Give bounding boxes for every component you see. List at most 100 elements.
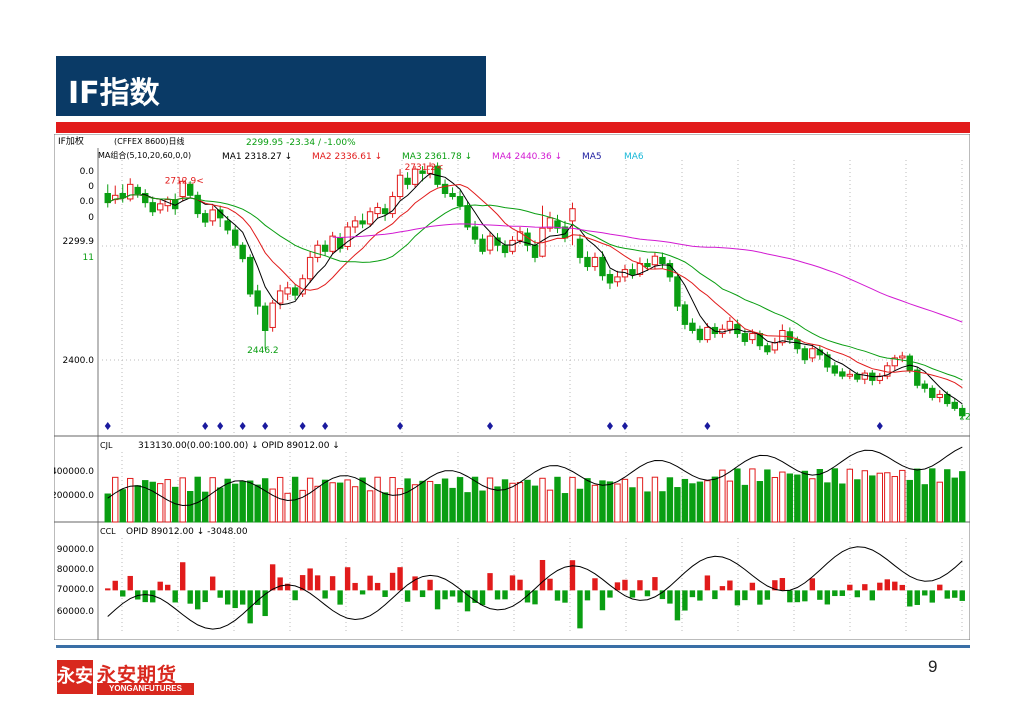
oi-change-bar	[577, 590, 583, 629]
oi-change-bar	[667, 590, 673, 604]
oi-change-bar	[569, 560, 576, 591]
oi-line	[107, 546, 963, 630]
candle-body	[157, 203, 164, 211]
volume-bar	[516, 482, 524, 523]
oi-change-bar	[367, 575, 373, 591]
volume-bar	[854, 479, 861, 523]
volume-bar	[216, 487, 224, 523]
volume-bar	[539, 477, 546, 523]
oi-change-bar	[412, 576, 418, 591]
instrument-name: IF加权	[58, 135, 84, 147]
candle-body	[254, 290, 261, 307]
volume-bar	[674, 487, 681, 523]
volume-bar	[426, 480, 434, 523]
oi-change-bar	[464, 590, 471, 612]
candle-body	[891, 357, 898, 367]
oi-change-bar	[802, 590, 808, 602]
candle-body	[404, 177, 411, 185]
oi-change-bar	[599, 590, 606, 611]
candle-body	[674, 276, 681, 307]
volume-bar	[824, 482, 831, 523]
oi-change-bar	[329, 576, 336, 591]
volume-bar	[816, 469, 824, 523]
volume-bar	[651, 476, 659, 523]
candle-body	[839, 371, 846, 377]
volume-bar	[366, 490, 374, 523]
oi-change-bar	[517, 579, 523, 591]
volume-bar	[809, 478, 816, 523]
oi-change-bar	[659, 590, 666, 600]
volume-bar	[614, 483, 621, 523]
volume-bar	[254, 484, 261, 523]
ma-legend-item: MA4 2440.36 ↓	[492, 152, 562, 162]
oi-change-bar	[907, 590, 913, 607]
oi-change-bar	[622, 579, 628, 591]
chart-frame	[54, 134, 970, 640]
oi-change-bar	[607, 590, 613, 598]
red-band	[56, 122, 970, 133]
oi-change-bar	[427, 579, 433, 591]
volume-bar	[209, 477, 216, 523]
oi-change-bar	[194, 590, 201, 610]
volume-bar	[456, 477, 464, 523]
volume-bar	[794, 474, 801, 523]
oi-change-bar	[727, 580, 733, 591]
volume-bar	[359, 477, 366, 523]
candle-body	[411, 168, 419, 185]
price-tick-label: 2299.9	[63, 237, 95, 247]
volume-bar	[764, 469, 771, 523]
volume-bar	[891, 476, 898, 523]
candle-body	[209, 209, 216, 222]
volume-bar	[861, 470, 869, 523]
volume-bar	[471, 476, 479, 523]
volume-bar	[486, 477, 494, 523]
volume-bar	[127, 477, 134, 523]
slide-title: IF指数	[68, 76, 160, 111]
oi-name: CCL	[100, 527, 116, 536]
volume-bar	[839, 483, 846, 523]
candle-body	[936, 393, 943, 398]
candle-body	[576, 238, 584, 258]
volume-bar	[149, 481, 156, 523]
oi-change-bar	[165, 584, 171, 591]
volume-bar	[261, 478, 269, 523]
oi-change-bar	[142, 590, 148, 603]
candle-body	[921, 383, 928, 389]
oi-change-bar	[434, 590, 441, 610]
oi-change-bar	[187, 590, 193, 604]
volume-bar	[374, 476, 381, 523]
volume-bar	[351, 486, 359, 523]
volume-bar	[179, 477, 186, 523]
oi-change-bar	[629, 590, 636, 598]
oi-change-bar	[794, 590, 801, 603]
volume-bar	[899, 469, 906, 523]
oi-change-bar	[809, 578, 816, 591]
volume-bar	[801, 470, 809, 523]
oi-change-bar	[712, 590, 718, 600]
oi-change-bar	[292, 590, 298, 601]
oi-change-bar	[772, 580, 778, 591]
ma-combo-label: MA组合(5,10,20,60,0,0)	[98, 150, 191, 160]
instrument-code: (CFFEX 8600)日线	[114, 136, 184, 146]
oi-change-bar	[449, 590, 456, 597]
volume-bar	[501, 479, 509, 523]
volume-tick-label: 400000.0	[54, 467, 94, 477]
candlestick-chart[interactable]: IF加权 (CFFEX 8600)日线 2299.95 -23.34 / -1.00…	[54, 134, 970, 640]
volume-bar	[434, 484, 441, 523]
slide-title-bar: IF指数	[56, 56, 486, 116]
oi-change-bar	[120, 590, 126, 597]
volume-bar	[831, 468, 839, 523]
volume-bar	[621, 478, 629, 523]
candle-body	[449, 192, 456, 198]
oi-change-bar	[284, 583, 291, 591]
volume-bar	[599, 480, 606, 523]
oi-change-bar	[644, 590, 651, 597]
oi-change-bar	[374, 582, 381, 591]
oi-change-bar	[839, 590, 846, 596]
oi-change-bar	[674, 590, 681, 621]
oi-change-bar	[419, 590, 426, 598]
oi-change-bar	[914, 590, 920, 605]
oi-change-bar	[359, 590, 366, 595]
oi-change-bar	[344, 567, 351, 591]
oi-change-bar	[704, 575, 711, 591]
